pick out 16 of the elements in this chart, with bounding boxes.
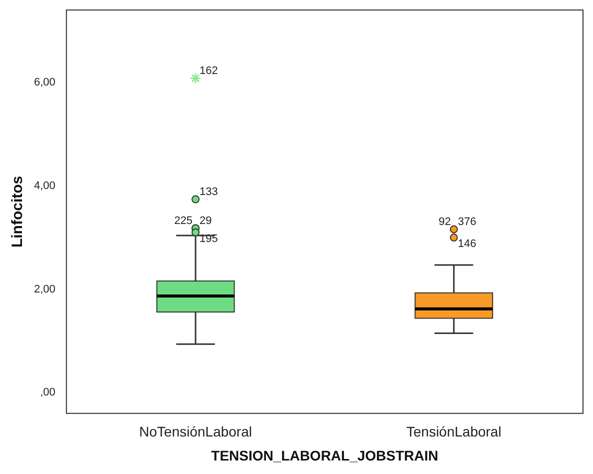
y-axis-title: Linfocitos <box>9 176 26 248</box>
x-tick-label: TensiónLaboral <box>406 424 502 440</box>
annotation: 376 <box>458 216 476 228</box>
y-tick-label: ,00 <box>40 386 56 399</box>
annotation: 29 <box>200 214 212 227</box>
annotation: 225 <box>174 214 193 227</box>
annotation: 162 <box>200 64 218 77</box>
annotation: 133 <box>200 186 218 198</box>
y-tick-label: 4,00 <box>34 180 56 192</box>
x-axis-title: TENSION_LABORAL_JOBSTRAIN <box>211 447 438 464</box>
annotation: 92 <box>438 216 451 228</box>
annotation: 146 <box>458 238 476 250</box>
y-tick-label: 2,00 <box>34 283 56 296</box>
y-tick-label: 6,00 <box>34 76 56 88</box>
x-tick-label: NoTensiónLaboral <box>139 424 252 440</box>
annotation: 195 <box>200 232 218 245</box>
